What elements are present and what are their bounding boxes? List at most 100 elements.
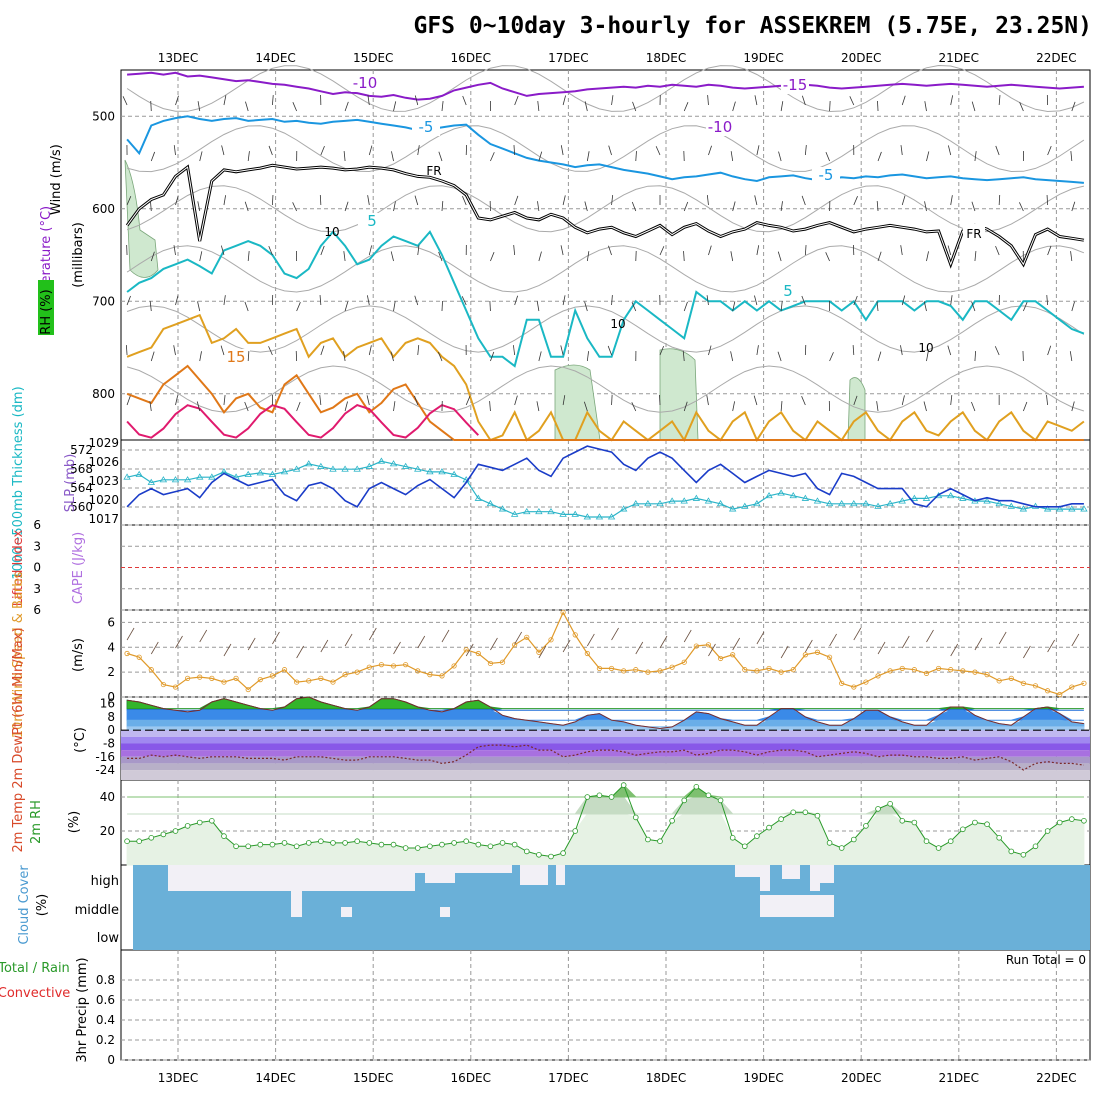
wind-barb-10m: [247, 637, 256, 651]
wind-barb: [417, 345, 420, 356]
rh-2m-point: [838, 845, 845, 851]
wind-speed-point: [778, 669, 784, 675]
rh-2m-point: [1044, 828, 1051, 834]
temperature-contour: [126, 313, 1085, 443]
wind-barb: [175, 395, 179, 406]
wind-barb: [753, 395, 758, 406]
wind-barb: [923, 301, 927, 312]
thickness-point: [1080, 505, 1088, 512]
wind-barb-10m: [417, 635, 426, 649]
thickness-point: [1056, 505, 1064, 512]
wind-barb: [393, 201, 396, 212]
rh-2m-point: [124, 838, 130, 844]
wind-barb: [1019, 202, 1024, 212]
wind-barb: [853, 196, 858, 206]
thickness-point: [317, 462, 325, 469]
thickness-point: [668, 497, 676, 504]
wind-speed-point: [826, 654, 833, 660]
contour-label: -10: [353, 74, 378, 92]
day-label-bottom: 20DEC: [841, 1071, 881, 1085]
thickness-point: [280, 468, 289, 475]
ylabel-2m-rh: 2m RH: [29, 800, 44, 844]
wind-barb: [876, 201, 879, 212]
wind-barb: [804, 145, 807, 156]
wind-barb: [268, 346, 273, 356]
wind-barb: [390, 251, 394, 262]
cloud-level-label: middle: [75, 903, 119, 918]
wind-barb: [437, 351, 443, 362]
temp-tick-label: -24: [95, 763, 115, 777]
temp-tick-label: -8: [103, 736, 115, 750]
rh-2m-point: [160, 831, 167, 838]
rh-fill: [126, 813, 1085, 866]
temp-band: [126, 709, 1084, 721]
wind-barb: [393, 101, 397, 112]
wind-barb: [366, 395, 370, 406]
ylabel-slp: SLP (mb): [63, 454, 78, 513]
wind-barb: [901, 295, 906, 306]
rh-2m-point: [427, 843, 433, 850]
thickness-point: [692, 494, 701, 501]
temp-warm-cap: [126, 696, 1084, 710]
wind-barb-10m: [611, 627, 619, 641]
wind-barb: [562, 195, 566, 206]
thickness-tick-label: 568: [70, 462, 93, 476]
wind-speed-point: [536, 649, 542, 655]
freezing-level-line: [125, 163, 1085, 269]
contour-label: FR: [966, 227, 981, 241]
rh-2m-point: [584, 794, 591, 800]
wind-barb: [583, 401, 588, 412]
wind-barb: [611, 395, 613, 406]
wind-barb-10m: [877, 641, 886, 655]
wind-barb: [368, 245, 373, 256]
thickness-point: [825, 499, 834, 507]
rh-2m-point: [863, 823, 869, 829]
thickness-point: [959, 494, 967, 501]
wind-barb: [756, 145, 760, 156]
wind-barb: [877, 101, 879, 112]
wind-speed-point: [136, 654, 142, 660]
thickness-point: [123, 473, 131, 480]
thickness-point: [292, 465, 301, 472]
rh-2m-point: [1069, 816, 1075, 822]
wind-barb: [659, 345, 665, 356]
wind-barb: [974, 151, 977, 162]
contour-label-minor: 10: [918, 341, 933, 355]
wind-barb: [926, 251, 929, 262]
lifted-index-tick-label: 6: [33, 518, 41, 532]
thickness-line: [126, 460, 1084, 518]
thickness-point: [1068, 505, 1076, 512]
day-label-top: 20DEC: [841, 51, 881, 65]
wind-barb: [175, 95, 179, 106]
wind-barb: [923, 401, 927, 412]
rh-2m-point: [960, 826, 966, 833]
wind-barb: [683, 251, 685, 262]
pressure-tick-label: 600: [92, 202, 115, 216]
wind-barb: [343, 251, 346, 262]
wind-barb: [538, 351, 542, 362]
rh-isoline: [126, 185, 1085, 233]
temp-tick-label: -16: [95, 750, 115, 764]
wind-barb: [414, 295, 419, 306]
wind-barb: [631, 201, 637, 212]
precip-tick-label: 0.6: [96, 993, 115, 1007]
thickness-point: [208, 473, 216, 480]
day-label-top: 14DEC: [255, 51, 295, 65]
wind-barb: [971, 301, 976, 312]
rh-2m-point: [136, 838, 142, 844]
wind-barb: [414, 395, 419, 406]
plot-area: 13DEC 13DEC 14DEC 14DEC 15DEC 15DEC 16DEC 16DEC…: [0, 51, 1091, 1085]
cloud-gap: [520, 865, 548, 885]
rh-2m-point: [790, 809, 797, 816]
cloud-gap: [820, 865, 834, 883]
wind-barb: [708, 245, 712, 256]
wind-speed-point: [1057, 691, 1063, 698]
pressure-tick-label: 500: [92, 109, 115, 123]
wind-barb: [1069, 351, 1073, 362]
thickness-point: [183, 476, 192, 483]
wind-barb: [706, 295, 709, 306]
wind-barb: [223, 195, 227, 206]
wind-barb: [1023, 302, 1028, 312]
wind-barb: [320, 145, 325, 156]
thickness-point: [656, 499, 664, 507]
